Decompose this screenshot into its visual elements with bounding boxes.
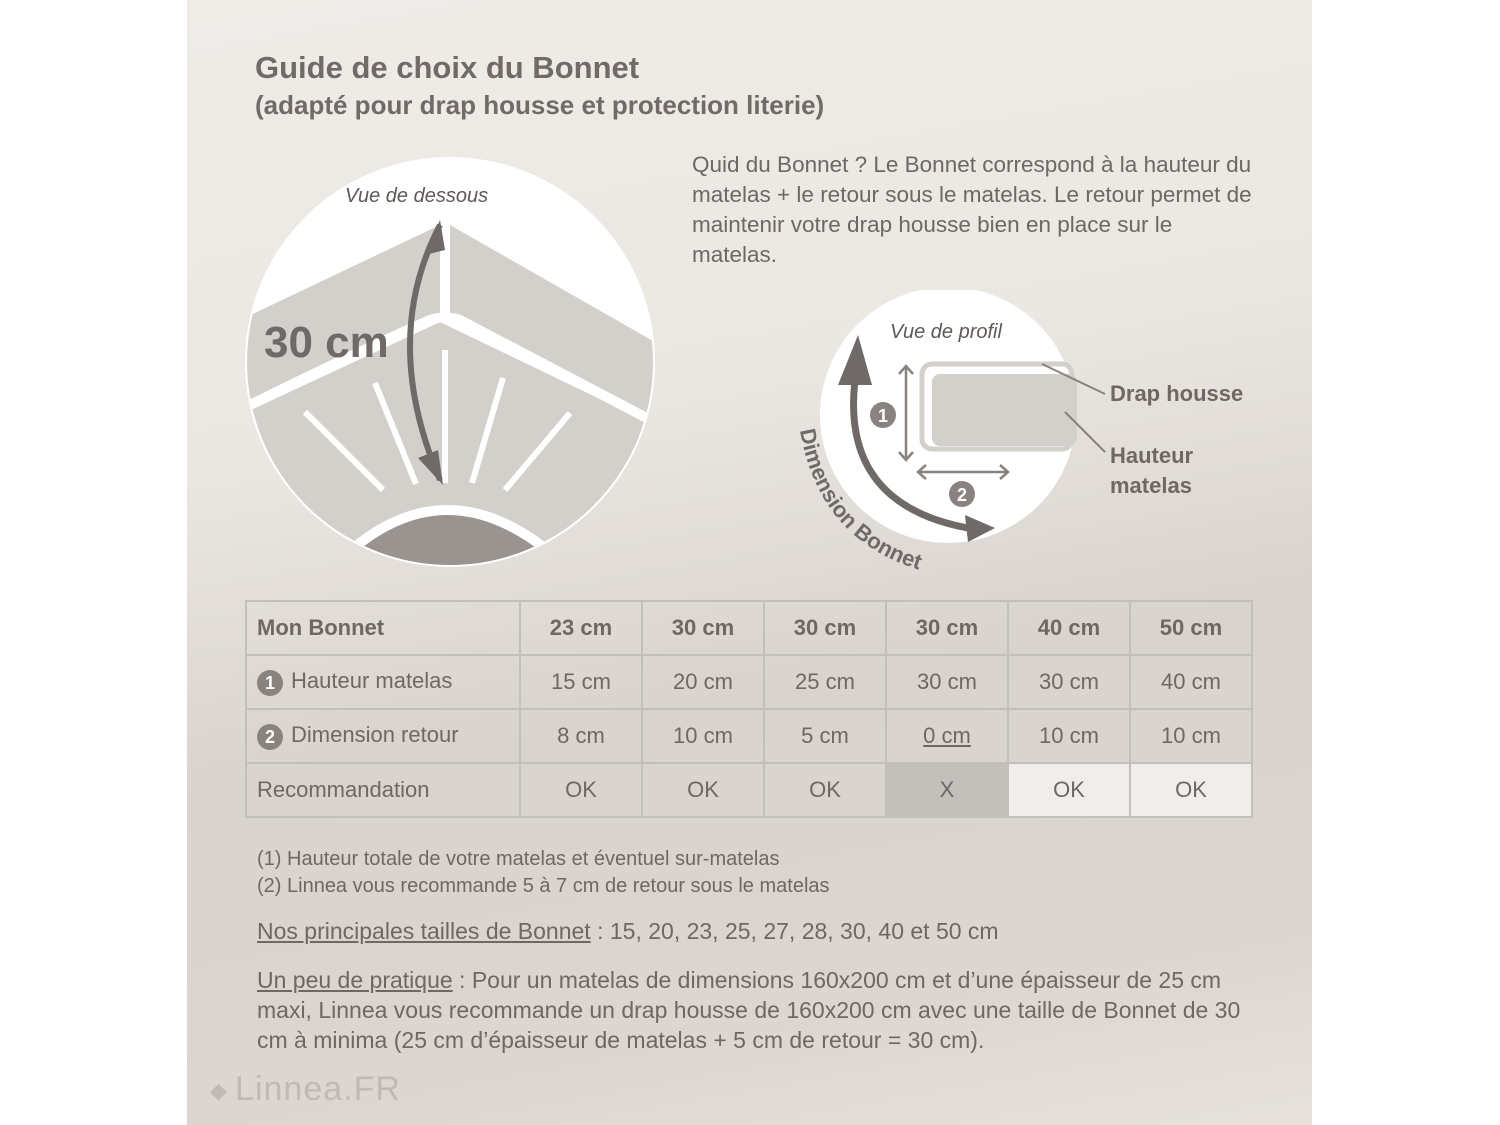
intro-text: Quid du Bonnet ? Le Bonnet correspond à … <box>692 152 1252 267</box>
marker-2-icon <box>949 481 975 507</box>
marker-2-icon: 2 <box>257 723 283 750</box>
table-cell: 8 cm <box>519 708 643 764</box>
table-cell: 50 cm <box>1129 600 1253 656</box>
marker-1-icon: 1 <box>257 669 283 696</box>
row-label: Dimension retour <box>291 722 459 748</box>
sizes-text: : 15, 20, 23, 25, 27, 28, 30, 40 et 50 c… <box>590 918 999 944</box>
table-cell: 30 cm <box>763 600 887 656</box>
bottom-view-caption: Vue de dessous <box>345 185 488 207</box>
table-cell: OK <box>519 762 643 818</box>
row-label: Recommandation <box>245 762 521 818</box>
page-title: Guide de choix du Bonnet <box>255 50 640 85</box>
table-cell: 30 cm <box>885 654 1009 710</box>
table-cell: OK <box>1129 762 1253 818</box>
table-cell-not-recommended: X <box>885 762 1009 818</box>
table-cell: 10 cm <box>1129 708 1253 764</box>
marker-1-label: 1 <box>878 406 888 426</box>
row-label: Hauteur matelas <box>291 668 453 694</box>
main-sizes: Nos principales tailles de Bonnet : 15, … <box>257 918 999 945</box>
practice-example: Un peu de pratique : Pour un matelas de … <box>257 965 1247 1055</box>
footnote-1: (1) Hauteur totale de votre matelas et é… <box>257 848 780 870</box>
table-cell: 15 cm <box>519 654 643 710</box>
table-cell: OK <box>641 762 765 818</box>
table-cell: 30 cm <box>885 600 1009 656</box>
row-label-cell: 1 Hauteur matelas <box>245 654 521 710</box>
row-label: Mon Bonnet <box>245 600 521 656</box>
practice-label: Un peu de pratique <box>257 967 453 993</box>
marker-2-label: 2 <box>957 485 967 505</box>
callout-drap-housse: Drap housse <box>1110 381 1244 406</box>
table-cell: 23 cm <box>519 600 643 656</box>
logo-text: Linnea.FR <box>235 1070 401 1108</box>
table-cell: OK <box>763 762 887 818</box>
bonnet-measure-label: 30 cm <box>264 318 389 367</box>
table-cell: 40 cm <box>1129 654 1253 710</box>
bottom-view-diagram: Vue de dessous 30 cm <box>245 157 655 567</box>
footnotes: (1) Hauteur totale de votre matelas et é… <box>257 846 830 900</box>
table-cell: 0 cm <box>885 708 1009 764</box>
table-cell: 10 cm <box>641 708 765 764</box>
profile-view-diagram: 1 2 Vue de profil Dimension Bonnet <box>795 290 1106 575</box>
table-cell: 10 cm <box>1007 708 1131 764</box>
table-cell: 30 cm <box>1007 654 1131 710</box>
logo-diamond-icon: ◆ <box>210 1078 236 1104</box>
page-subtitle: (adapté pour drap housse et protection l… <box>255 90 825 120</box>
bonnet-arc-arrow <box>850 379 981 534</box>
table-cell: 30 cm <box>641 600 765 656</box>
callout-hauteur-matelas: Hauteur matelas <box>1110 443 1194 498</box>
table-cell: 40 cm <box>1007 600 1131 656</box>
table-cell: 20 cm <box>641 654 765 710</box>
sizes-label: Nos principales tailles de Bonnet <box>257 918 591 944</box>
profile-view-caption: Vue de profil <box>890 321 1002 343</box>
bonnet-table: Mon Bonnet 23 cm 30 cm 30 cm 30 cm 40 cm… <box>245 600 1253 818</box>
table-cell: 25 cm <box>763 654 887 710</box>
row-label-cell: 2 Dimension retour <box>245 708 521 764</box>
highlighted-value: 0 cm <box>923 723 971 748</box>
table-cell: OK <box>1007 762 1131 818</box>
footnote-2: (2) Linnea vous recommande 5 à 7 cm de r… <box>257 875 830 897</box>
height-arrow <box>407 223 443 482</box>
table-cell: 5 cm <box>763 708 887 764</box>
practice-text: : Pour un matelas de dimensions 160x200 … <box>257 967 1241 1053</box>
table-row-recommandation: Recommandation OK OK OK X OK OK <box>245 762 1253 818</box>
linnea-logo: ◆ Linnea.FR <box>210 1070 401 1109</box>
table-row-retour: 2 Dimension retour 8 cm 10 cm 5 cm 0 cm 1… <box>245 708 1253 764</box>
table-row-hauteur: 1 Hauteur matelas 15 cm 20 cm 25 cm 30 cm… <box>245 654 1253 710</box>
marker-1-icon <box>870 402 896 428</box>
table-row-bonnet: Mon Bonnet 23 cm 30 cm 30 cm 30 cm 40 cm… <box>245 600 1253 656</box>
